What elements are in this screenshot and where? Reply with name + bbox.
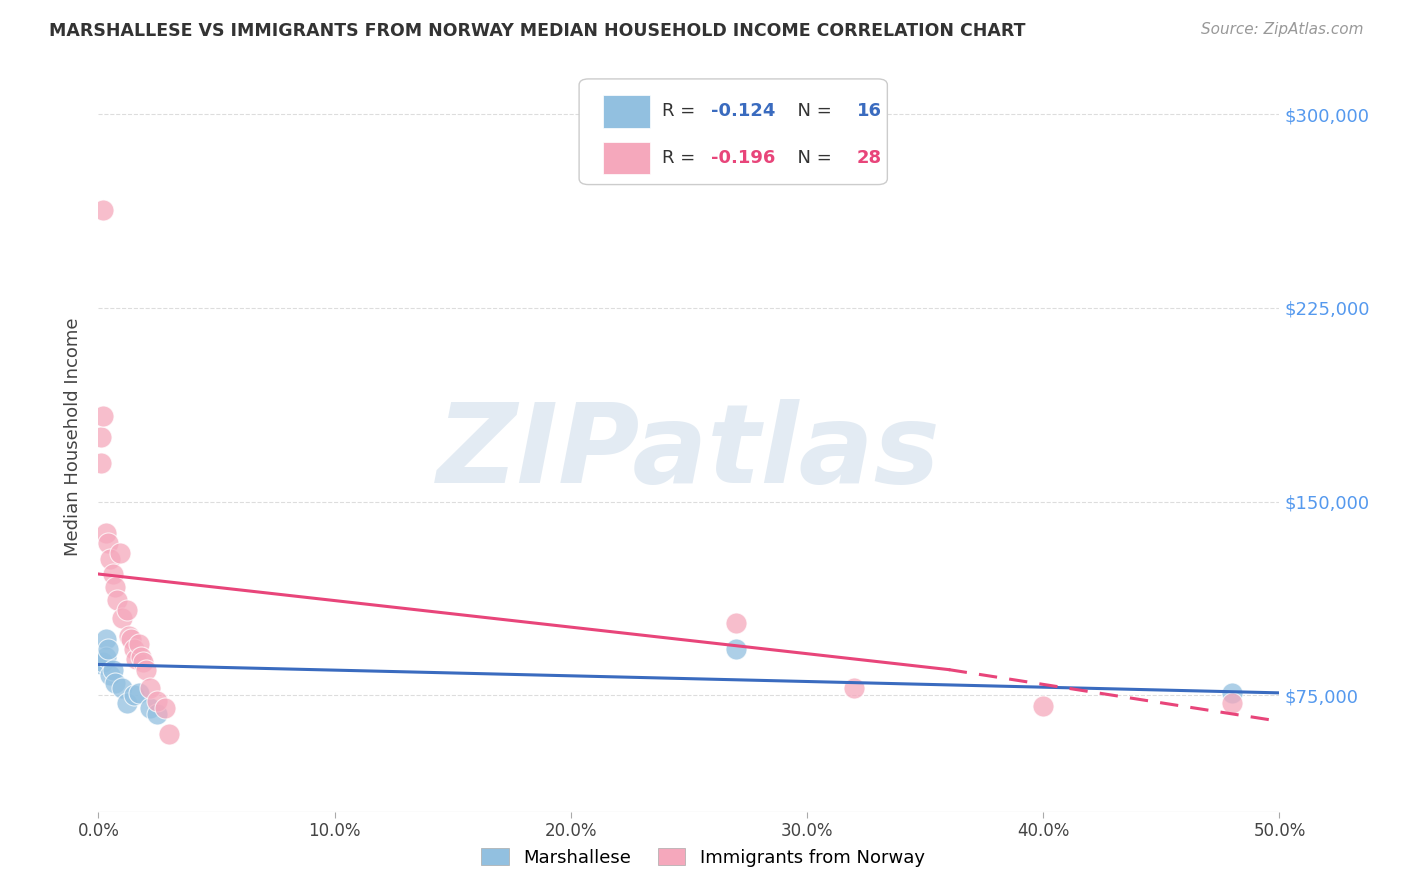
Point [135, 663, 157, 677]
Point [121, 632, 143, 646]
Text: ZIPatlas: ZIPatlas [437, 399, 941, 506]
Text: N =: N = [786, 103, 838, 120]
Point [104, 675, 127, 690]
Point [94, 525, 117, 540]
Bar [603, 95, 650, 128]
Point [132, 655, 155, 669]
Point [111, 611, 134, 625]
Point [122, 642, 145, 657]
Point [725, 616, 748, 631]
Point [101, 567, 124, 582]
Y-axis label: Median Household Income: Median Household Income [65, 318, 83, 557]
Point [146, 693, 169, 707]
Point [139, 701, 162, 715]
Text: 16: 16 [856, 103, 882, 120]
Point [1220, 696, 1243, 710]
Point [111, 681, 134, 695]
Text: -0.196: -0.196 [711, 149, 776, 167]
Text: N =: N = [786, 149, 838, 167]
Point [125, 652, 148, 666]
Point [91, 409, 114, 424]
FancyBboxPatch shape [579, 78, 887, 185]
Text: 28: 28 [856, 149, 882, 167]
Point [90, 657, 112, 672]
Point [98, 551, 121, 566]
Point [94, 649, 117, 664]
Point [129, 649, 152, 664]
Point [91, 655, 114, 669]
Point [1032, 698, 1054, 713]
Point [139, 681, 162, 695]
Point [91, 202, 114, 217]
Point [98, 667, 121, 681]
Point [115, 696, 138, 710]
Point [101, 663, 124, 677]
Point [844, 681, 866, 695]
Text: MARSHALLESE VS IMMIGRANTS FROM NORWAY MEDIAN HOUSEHOLD INCOME CORRELATION CHART: MARSHALLESE VS IMMIGRANTS FROM NORWAY ME… [49, 22, 1026, 40]
Point [97, 536, 120, 550]
Point [105, 592, 128, 607]
Point [128, 686, 150, 700]
Point [115, 603, 138, 617]
Point [122, 689, 145, 703]
Text: -0.124: -0.124 [711, 103, 776, 120]
Text: Source: ZipAtlas.com: Source: ZipAtlas.com [1201, 22, 1364, 37]
Point [104, 580, 127, 594]
Bar [603, 142, 650, 174]
Point [118, 629, 141, 643]
Legend: Marshallese, Immigrants from Norway: Marshallese, Immigrants from Norway [474, 841, 932, 874]
Point [157, 727, 180, 741]
Point [97, 642, 120, 657]
Text: R =: R = [662, 103, 700, 120]
Point [146, 706, 169, 721]
Point [108, 546, 131, 560]
Point [128, 637, 150, 651]
Point [90, 430, 112, 444]
Point [725, 642, 748, 657]
Point [90, 456, 112, 470]
Point [94, 632, 117, 646]
Point [1220, 686, 1243, 700]
Point [153, 701, 176, 715]
Text: R =: R = [662, 149, 700, 167]
